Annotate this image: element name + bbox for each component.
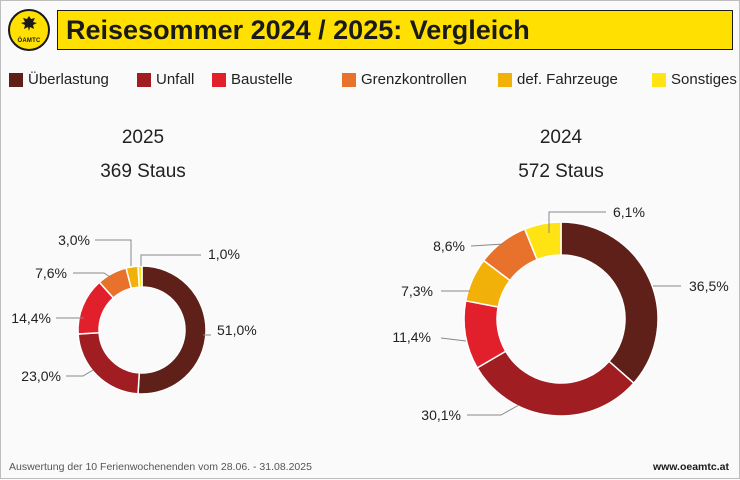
callout-line <box>440 337 467 342</box>
oeamtc-logo: ÖAMTC <box>8 9 50 51</box>
donut-slice <box>137 265 207 395</box>
callout-line <box>140 254 201 266</box>
legend-label: Sonstiges <box>671 71 737 88</box>
callout-line <box>470 243 505 247</box>
legend-label: def. Fahrzeuge <box>517 71 618 88</box>
legend-swatch <box>498 73 512 87</box>
data-label: 36,5% <box>689 278 729 294</box>
data-label: 30,1% <box>421 407 461 423</box>
callout-line <box>548 211 606 233</box>
legend-swatch <box>652 73 666 87</box>
data-label: 8,6% <box>433 238 465 254</box>
legend-swatch <box>212 73 226 87</box>
footer-note: Auswertung der 10 Ferienwochenenden vom … <box>9 461 312 473</box>
data-label: 23,0% <box>21 368 61 384</box>
chart-2025-count: 369 Staus <box>100 161 186 182</box>
donut-slice <box>137 265 143 288</box>
legend-label: Unfall <box>156 71 195 88</box>
legend-label: Grenzkontrollen <box>361 71 467 88</box>
legend-swatch <box>137 73 151 87</box>
data-label: 3,0% <box>58 232 90 248</box>
donut-slice <box>560 221 659 385</box>
chart-2025-year: 2025 <box>121 127 165 148</box>
chart-2024-count: 572 Staus <box>518 161 604 182</box>
data-label: 51,0% <box>217 322 257 338</box>
legend-label: Baustelle <box>231 71 293 88</box>
callout-line <box>467 404 520 416</box>
callout-line <box>95 239 132 266</box>
callout-line <box>66 369 94 377</box>
page-title: Reisesommer 2024 / 2025: Vergleich <box>66 15 530 45</box>
legend-label: Überlastung <box>28 71 109 88</box>
footer-website: www.oeamtc.at <box>652 461 729 473</box>
donut-hole <box>497 255 625 383</box>
title-bar: Reisesommer 2024 / 2025: Vergleich <box>57 10 733 50</box>
eagle-icon <box>21 16 37 31</box>
data-label: 6,1% <box>613 204 645 220</box>
data-label: 1,0% <box>208 246 240 262</box>
logo-text: ÖAMTC <box>17 38 41 44</box>
data-label: 14,4% <box>11 310 51 326</box>
legend: Überlastung Unfall Baustelle Grenzkontrolle… <box>1 65 740 95</box>
chart-2024-year: 2024 <box>539 127 583 148</box>
data-label: 7,3% <box>401 283 433 299</box>
callout-line <box>73 272 113 279</box>
legend-swatch <box>342 73 356 87</box>
data-label: 7,6% <box>35 265 67 281</box>
donut-hole <box>99 287 185 373</box>
donut-slice <box>523 221 562 261</box>
data-label: 11,4% <box>392 329 431 345</box>
legend-swatch <box>9 73 23 87</box>
